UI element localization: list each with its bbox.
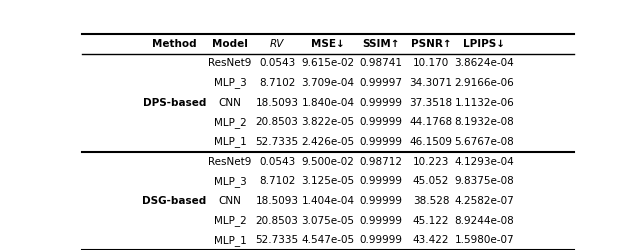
Text: DPS-based: DPS-based [143,98,206,108]
Text: DSG-based: DSG-based [142,196,206,206]
